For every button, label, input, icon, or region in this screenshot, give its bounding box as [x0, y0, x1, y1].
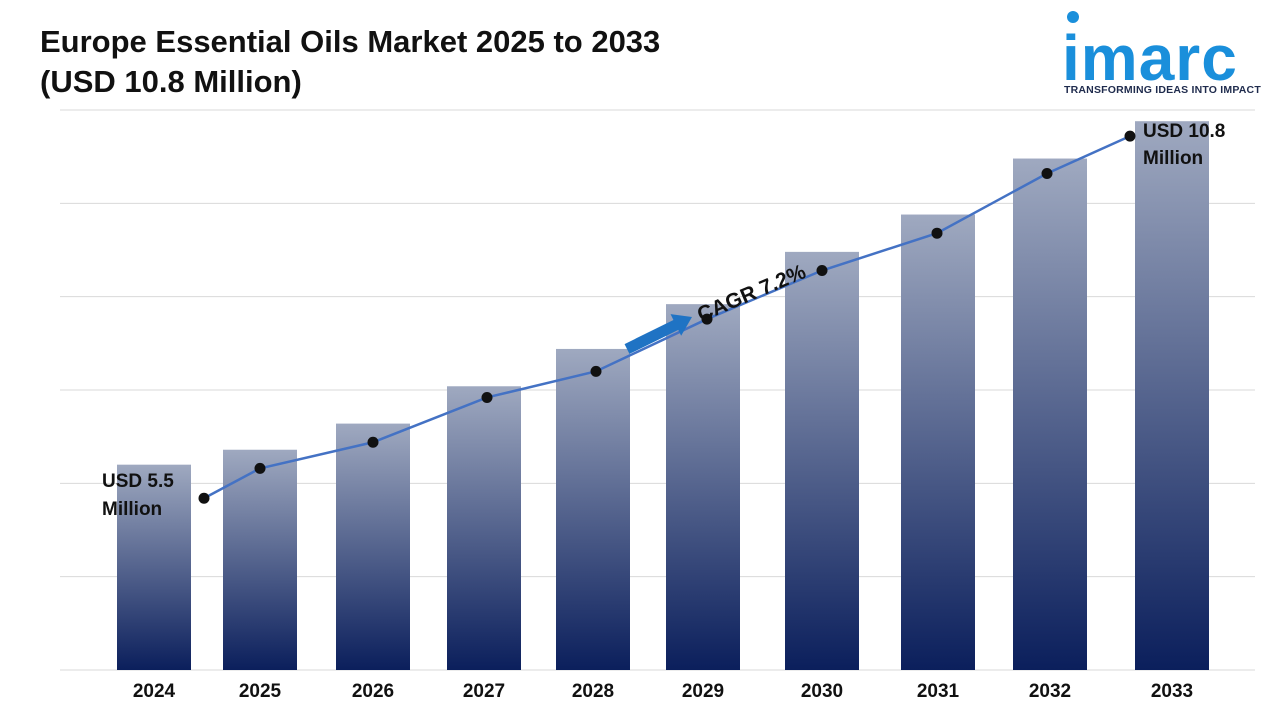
trend-point-2030	[816, 265, 828, 277]
start-value-label-line-1: USD 5.5	[102, 471, 174, 492]
x-tick-label: 2030	[801, 681, 843, 702]
logo-tagline: TRANSFORMING IDEAS INTO IMPACT	[1064, 84, 1261, 96]
trend-point-2029	[701, 313, 713, 325]
bar-2027	[447, 386, 521, 670]
logo-dot-icon	[1067, 11, 1079, 23]
trend-point-2025	[254, 462, 266, 474]
cagr-arrow-head	[670, 314, 692, 336]
x-tick-label: 2028	[572, 681, 614, 702]
bars	[117, 121, 1209, 671]
trend-point-2026	[367, 436, 379, 448]
x-tick-label: 2027	[463, 681, 505, 702]
trend-point-2028	[590, 365, 602, 377]
trend-point-2024	[198, 492, 210, 504]
x-tick-label: 2025	[239, 681, 282, 702]
trend-point-2031	[931, 227, 943, 239]
x-tick-label: 2033	[1151, 681, 1193, 702]
start-value-label-line-2: Million	[102, 499, 162, 520]
chart-title-line-2: (USD 10.8 Million)	[40, 64, 302, 99]
end-value-label-line-2: Million	[1143, 148, 1203, 169]
x-tick-label: 2024	[133, 681, 176, 702]
imarc-logo: imarc TRANSFORMING IDEAS INTO IMPACT	[1060, 8, 1270, 98]
x-tick-labels: 2024 2025 2026 2027 2028 2029 2030 2031 2032 2033	[133, 681, 1193, 702]
chart-title-line-1: Europe Essential Oils Market 2025 to 203…	[40, 24, 661, 59]
bar-2032	[1013, 158, 1087, 671]
cagr-arrow-shaft	[624, 318, 682, 354]
bar-2029	[666, 304, 740, 670]
trend-point-2033	[1124, 130, 1136, 142]
x-tick-label: 2031	[917, 681, 960, 702]
end-value-label-line-1: USD 10.8	[1143, 121, 1225, 142]
x-tick-label: 2029	[682, 681, 724, 702]
x-tick-label: 2026	[352, 681, 394, 702]
bar-2024	[117, 464, 191, 670]
trend-point-2027	[481, 391, 493, 403]
trend-point-2032	[1041, 167, 1053, 179]
bar-2026	[336, 423, 410, 670]
trend-line-path	[203, 134, 1131, 500]
bar-2025	[223, 449, 297, 670]
cagr-arrow-icon	[624, 314, 692, 354]
bar-2030	[785, 251, 859, 670]
trend-line	[198, 130, 1136, 504]
logo-wordmark: imarc	[1062, 22, 1238, 94]
x-tick-label: 2032	[1029, 681, 1071, 702]
bar-2033	[1135, 121, 1209, 670]
bar-2031	[901, 214, 975, 671]
bar-2028	[556, 348, 630, 670]
chart-title: Europe Essential Oils Market 2025 to 203…	[40, 22, 660, 102]
